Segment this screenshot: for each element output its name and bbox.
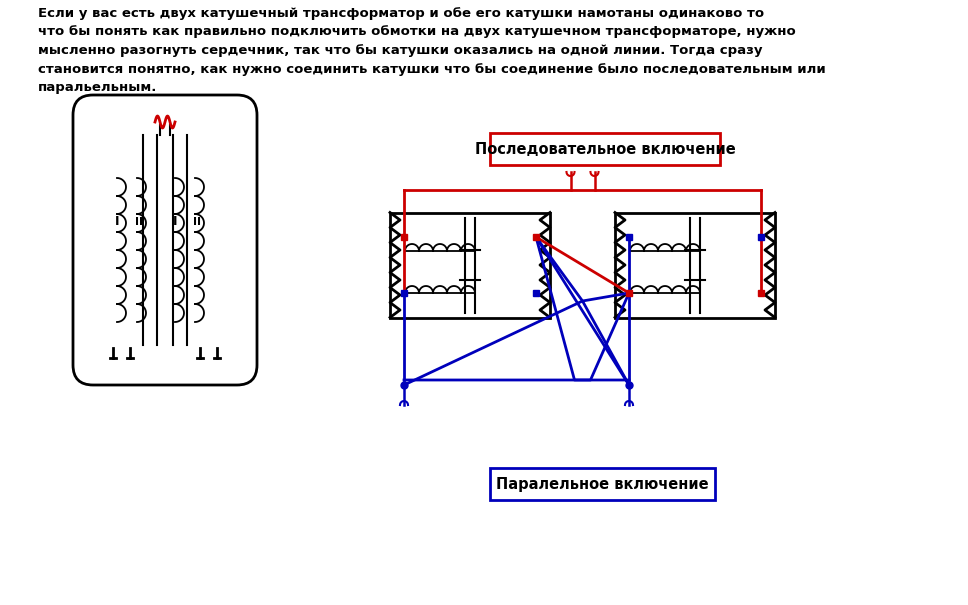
Text: Если у вас есть двух катушечный трансформатор и обе его катушки намотаны одинако: Если у вас есть двух катушечный трансфор…: [38, 7, 826, 94]
FancyBboxPatch shape: [73, 95, 257, 385]
Bar: [615, 212, 775, 318]
Text: II: II: [193, 217, 201, 227]
Text: I: I: [172, 215, 177, 228]
Bar: [490, 133, 720, 165]
Bar: [390, 212, 550, 318]
Text: II: II: [135, 217, 143, 227]
Text: Паралельное включение: Паралельное включение: [497, 477, 709, 491]
Text: I: I: [115, 215, 119, 228]
Text: Последовательное включение: Последовательное включение: [474, 142, 736, 157]
Bar: [490, 468, 715, 500]
